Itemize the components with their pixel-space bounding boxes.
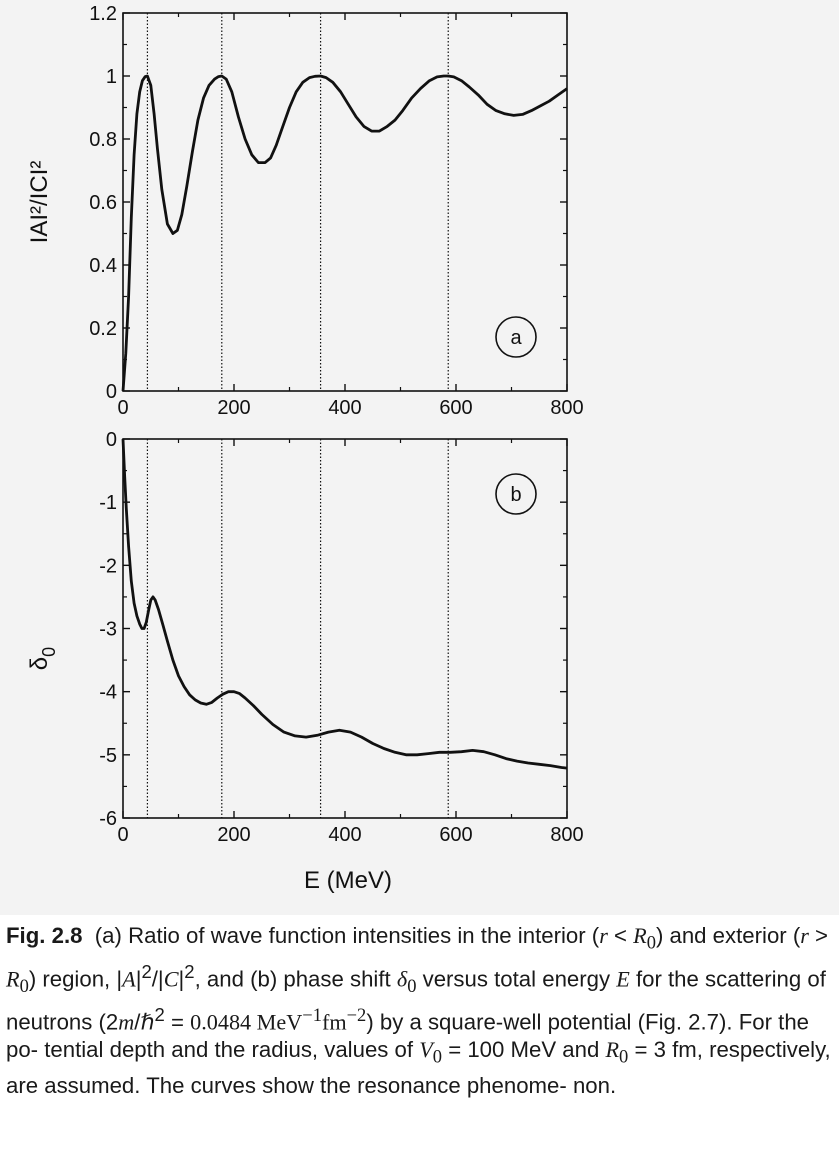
data-curve — [121, 74, 568, 392]
panel-a: 0 200 400 600 800 0 0.2 0.4 0.6 0.8 1 1.2 a IAI²/ICI² — [26, 3, 584, 419]
figure-background — [0, 0, 615, 915]
caption-line-1: (a) Ratio of wave function intensities i… — [94, 923, 600, 948]
x-tick-label: 0 — [117, 824, 128, 846]
caption-fig-label: Fig. 2.8 — [6, 923, 83, 948]
caption-line-2: and exterior ( — [669, 923, 801, 948]
x-tick-label: 400 — [328, 824, 361, 846]
y-tick-label: 0.6 — [89, 192, 117, 214]
x-tick-label: 200 — [217, 397, 250, 419]
x-tick-label: 800 — [550, 824, 583, 846]
y-tick-label: 0.4 — [89, 255, 117, 277]
y-tick-label: -2 — [99, 555, 117, 577]
x-tick-label: 200 — [217, 824, 250, 846]
y-tick-label: -3 — [99, 619, 117, 641]
y-tick-label: 0.8 — [89, 129, 117, 151]
figure-caption: Fig. 2.8 (a) Ratio of wave function inte… — [6, 923, 831, 1099]
y-tick-label: -5 — [99, 745, 117, 767]
y-tick-label: 0 — [106, 381, 117, 403]
y-tick-label: -6 — [99, 808, 117, 830]
panel-label-circle — [495, 316, 537, 358]
data-curve — [121, 438, 568, 770]
caption-line-4: 0.0484 MeV — [190, 1009, 303, 1035]
y-axis-title: IAI²/ICI² — [26, 161, 53, 244]
y-axis-title: δ0 — [26, 647, 59, 670]
x-tick-label: 600 — [439, 824, 472, 846]
panel-label: a — [510, 327, 522, 349]
panel-label: b — [510, 484, 521, 506]
x-tick-label: 0 — [117, 397, 128, 419]
caption-line-3: versus total energy — [422, 966, 617, 992]
x-tick-label: 400 — [328, 397, 361, 419]
x-axis-title: E (MeV) — [304, 867, 392, 894]
caption-line-5: tential depth and the radius, values of — [44, 1037, 420, 1063]
y-tick-label: 0.2 — [89, 318, 117, 340]
y-tick-label: 1.2 — [89, 3, 117, 25]
y-tick-label: -1 — [99, 492, 117, 514]
chart-svg: 0 200 400 600 800 0 0.2 0.4 0.6 0.8 1 1.2 a IAI²/ICI²… — [0, 0, 615, 915]
y-tick-label: -4 — [99, 682, 117, 704]
x-tick-label: 800 — [550, 397, 583, 419]
panel-label-circle — [495, 473, 537, 515]
y-tick-label: 1 — [106, 66, 117, 88]
y-tick-label: 0 — [106, 429, 117, 451]
panel-b: 0 200 400 600 800 0 -1 -2 -3 -4 -5 -6 b δ0 — [26, 429, 584, 846]
caption-line-6: respectively, are assumed. The curves sh… — [6, 1037, 831, 1099]
figure-panel: 0 200 400 600 800 0 0.2 0.4 0.6 0.8 1 1.2 a IAI²/ICI²… — [0, 0, 839, 915]
x-tick-label: 600 — [439, 397, 472, 419]
caption-line-7: non. — [572, 1073, 617, 1099]
